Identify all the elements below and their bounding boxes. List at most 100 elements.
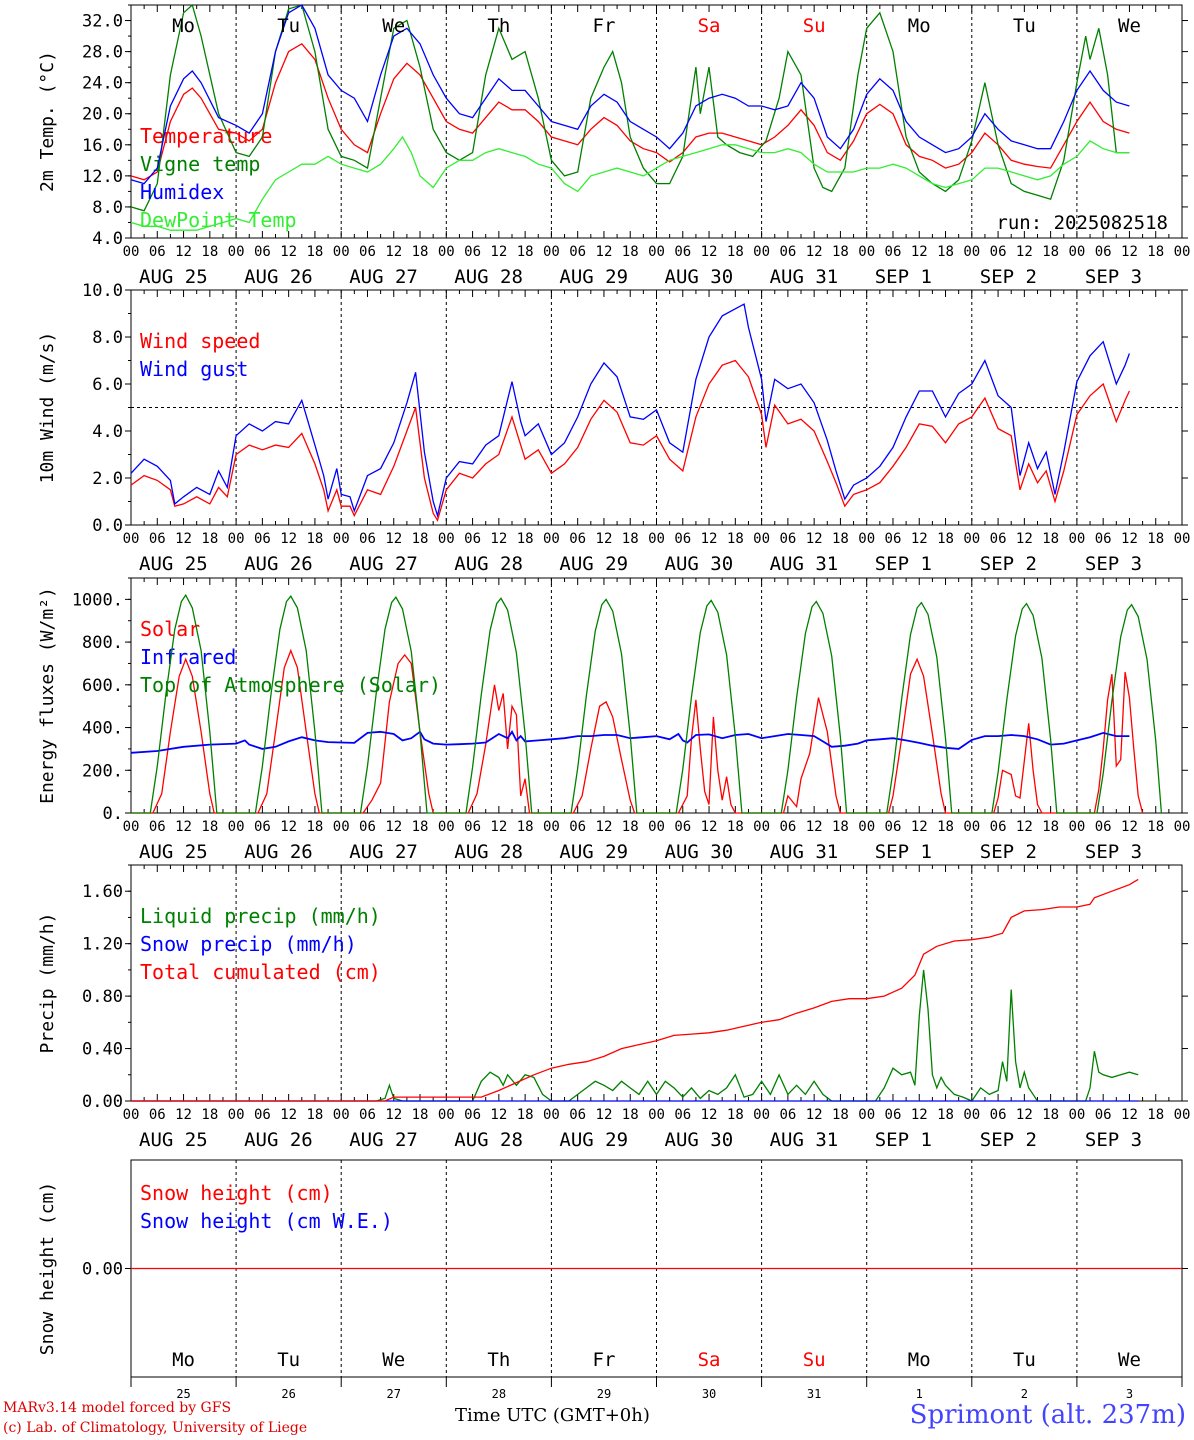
hour-tick-label: 12: [911, 531, 928, 547]
date-label: SEP 2: [980, 266, 1037, 288]
hour-tick-label: 06: [1095, 531, 1112, 547]
hour-tick-label: 06: [359, 819, 376, 835]
weekday-label: Tu: [277, 1349, 300, 1371]
hour-tick-label: 06: [674, 819, 691, 835]
hour-tick-label: 18: [937, 819, 954, 835]
hour-tick-label: 00: [1068, 244, 1085, 260]
hour-tick-label: 06: [464, 531, 481, 547]
date-label: AUG 29: [559, 1129, 628, 1151]
y-tick-label: 20.0: [82, 105, 123, 125]
hour-tick-label: 12: [701, 1107, 718, 1123]
hour-tick-label: 00: [1068, 1107, 1085, 1123]
legend-solar: Solar: [140, 617, 200, 641]
hour-tick-label: 18: [937, 1107, 954, 1123]
hour-tick-label: 18: [832, 244, 849, 260]
hour-tick-label: 06: [464, 819, 481, 835]
hour-tick-label: 00: [543, 819, 560, 835]
hour-tick-label: 06: [779, 1107, 796, 1123]
weekday-label: We: [382, 15, 405, 37]
lab-credit: (c) Lab. of Climatology, University of L…: [3, 1420, 308, 1436]
hour-tick-label: 00: [333, 1107, 350, 1123]
hour-tick-label: 06: [885, 819, 902, 835]
hour-tick-label: 12: [1016, 1107, 1033, 1123]
hour-tick-label: 06: [149, 244, 166, 260]
weekday-label: Th: [487, 15, 510, 37]
y-tick-label: 10.0: [82, 281, 123, 301]
hour-tick-label: 06: [464, 1107, 481, 1123]
series-infrared: [130, 730, 1130, 754]
hour-tick-label: 18: [201, 244, 218, 260]
hour-tick-label: 06: [569, 819, 586, 835]
date-label: AUG 25: [139, 1129, 208, 1151]
hour-tick-label: 00: [228, 531, 245, 547]
hour-tick-label: 18: [412, 531, 429, 547]
series-wind-gust: [130, 303, 1131, 519]
hour-tick-label: 18: [622, 819, 639, 835]
hour-tick-label: 18: [727, 244, 744, 260]
hour-tick-label: 00: [753, 819, 770, 835]
hour-tick-label: 00: [228, 819, 245, 835]
weekday-label: Sa: [698, 15, 721, 37]
hour-tick-label: 18: [1147, 819, 1164, 835]
hour-tick-label: 12: [596, 531, 613, 547]
weekday-label: Mo: [172, 15, 195, 37]
hour-tick-label: 12: [385, 1107, 402, 1123]
legend-snow-height-cm-: Snow height (cm): [140, 1181, 333, 1205]
hour-tick-label: 12: [596, 1107, 613, 1123]
hour-tick-label: 12: [806, 531, 823, 547]
hour-tick-label: 18: [517, 244, 534, 260]
hour-tick-label: 18: [727, 531, 744, 547]
y-tick-label: 28.0: [82, 43, 123, 63]
hour-tick-label: 06: [149, 1107, 166, 1123]
hour-tick-label: 12: [490, 1107, 507, 1123]
hour-tick-label: 06: [569, 244, 586, 260]
hour-tick-label: 06: [1095, 244, 1112, 260]
hour-tick-label: 00: [333, 244, 350, 260]
series-liquid-precip-mm-h-: [131, 969, 1139, 1102]
hour-tick-label: 18: [412, 1107, 429, 1123]
hour-tick-label: 18: [622, 1107, 639, 1123]
hour-tick-label: 18: [1042, 819, 1059, 835]
date-label: AUG 30: [665, 1129, 734, 1151]
hour-tick-label: 00: [963, 1107, 980, 1123]
hour-tick-label: 18: [517, 1107, 534, 1123]
hour-tick-label: 06: [885, 1107, 902, 1123]
hour-tick-label: 00: [753, 244, 770, 260]
date-label: AUG 31: [770, 841, 839, 863]
y-tick-label: 6.0: [92, 375, 123, 395]
date-label: AUG 26: [244, 553, 313, 575]
hour-tick-label: 18: [306, 819, 323, 835]
day-number: 27: [387, 1387, 401, 1401]
hour-tick-label: 12: [1016, 244, 1033, 260]
hour-tick-label: 00: [648, 819, 665, 835]
hour-tick-label: 06: [885, 244, 902, 260]
weekday-label: Tu: [1013, 1349, 1036, 1371]
hour-tick-label: 18: [306, 1107, 323, 1123]
hour-tick-label: 12: [280, 1107, 297, 1123]
hour-tick-label: 00: [438, 531, 455, 547]
y-axis-label: 10m Wind (m/s): [37, 332, 58, 484]
y-axis-label: Precip (mm/h): [37, 913, 58, 1054]
hour-tick-label: 00: [648, 244, 665, 260]
hour-tick-label: 18: [1147, 1107, 1164, 1123]
y-tick-label: 0.: [103, 804, 123, 824]
hour-tick-label: 12: [806, 1107, 823, 1123]
weekday-label: Mo: [908, 15, 931, 37]
weekday-label: We: [382, 1349, 405, 1371]
date-label: AUG 27: [349, 266, 418, 288]
hour-tick-label: 06: [359, 531, 376, 547]
y-tick-label: 4.0: [92, 229, 123, 249]
hour-tick-label: 12: [1016, 819, 1033, 835]
hour-tick-label: 06: [990, 1107, 1007, 1123]
day-number: 1: [916, 1387, 923, 1401]
hour-tick-label: 12: [1121, 531, 1138, 547]
hour-tick-label: 12: [1121, 244, 1138, 260]
date-label: SEP 1: [875, 1129, 932, 1151]
hour-tick-label: 06: [254, 819, 271, 835]
date-label: SEP 3: [1085, 553, 1142, 575]
weekday-label: We: [1118, 15, 1141, 37]
hour-tick-label: 12: [175, 819, 192, 835]
run-label: run: 2025082518: [996, 212, 1168, 234]
weekday-label: Mo: [908, 1349, 931, 1371]
date-label: AUG 29: [559, 841, 628, 863]
